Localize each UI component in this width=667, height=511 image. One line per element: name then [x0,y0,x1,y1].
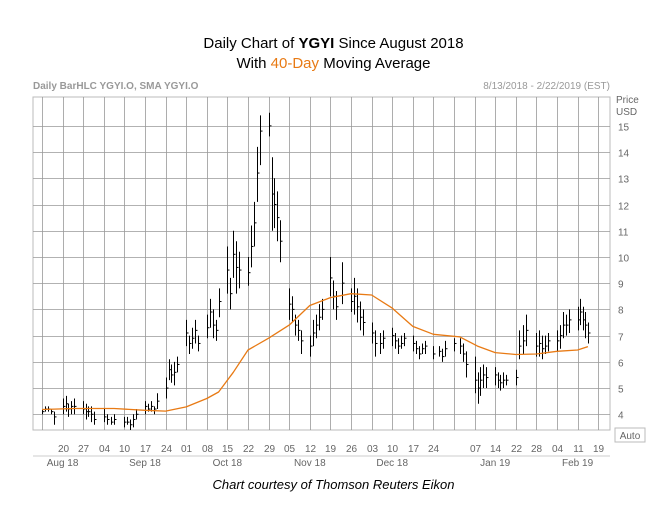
x-tick-label: 27 [78,444,90,455]
x-month-label: Aug 18 [47,458,79,469]
x-tick-label: 08 [202,444,214,455]
sma-40-line [41,293,589,412]
x-tick-label: 24 [161,444,173,455]
x-tick-label: 28 [531,444,543,455]
title-ticker: YGYI [298,35,335,52]
x-month-label: Dec 18 [376,458,408,469]
chart-title-line1: Daily Chart of YGYI Since August 2018 [0,35,667,52]
x-tick-label: 22 [511,444,523,455]
chart-title-line2: With 40-Day Moving Average [0,55,667,72]
title-suffix: Since August 2018 [334,35,464,52]
x-tick-label: 11 [573,444,584,455]
y-axis-title-price: Price [616,95,639,106]
x-tick-label: 20 [58,444,70,455]
y-tick-label: 10 [618,254,630,265]
x-tick-label: 19 [325,444,337,455]
x-tick-label: 07 [470,444,482,455]
y-tick-label: 13 [618,175,630,186]
subtitle-suffix: Moving Average [319,55,431,72]
y-tick-label: 14 [618,149,630,160]
x-tick-label: 12 [305,444,317,455]
x-month-label: Sep 18 [129,458,161,469]
x-tick-label: 10 [119,444,131,455]
plot-area [32,96,611,431]
x-month-label: Oct 18 [213,458,243,469]
y-tick-label: 6 [618,359,624,370]
x-tick-label: 17 [408,444,420,455]
y-axis-title-unit: USD [616,107,637,118]
x-tick-label: 04 [99,444,111,455]
chart-header-left: Daily BarHLC YGYI.O, SMA YGYI.O [33,81,199,92]
x-month-label: Feb 19 [562,458,594,469]
x-tick-label: 24 [428,444,440,455]
y-tick-label: 7 [618,333,624,344]
subtitle-prefix: With [236,55,271,72]
y-tick-label: 8 [618,306,624,317]
x-tick-label: 04 [552,444,564,455]
x-tick-label: 26 [346,444,358,455]
y-tick-label: 4 [618,411,624,422]
x-tick-label: 29 [264,444,276,455]
x-tick-label: 15 [222,444,234,455]
x-tick-label: 17 [140,444,152,455]
y-tick-label: 5 [618,385,624,396]
chart-credit: Chart courtesy of Thomson Reuters Eikon [212,477,455,492]
title-prefix: Daily Chart of [203,35,299,52]
y-tick-label: 12 [618,202,630,213]
x-tick-label: 03 [367,444,379,455]
auto-scale-label: Auto [620,431,641,442]
x-tick-label: 19 [593,444,605,455]
y-tick-label: 15 [618,123,630,134]
x-tick-label: 05 [284,444,296,455]
y-tick-label: 11 [618,228,629,239]
x-tick-label: 01 [181,444,193,455]
x-month-label: Nov 18 [294,458,326,469]
auto-scale-box [614,427,646,443]
x-month-label: Jan 19 [480,458,510,469]
x-tick-label: 14 [490,444,502,455]
x-tick-label: 10 [387,444,399,455]
subtitle-accent: 40-Day [270,55,320,72]
x-tick-label: 22 [243,444,255,455]
chart-header-right: 8/13/2018 - 2/22/2019 (EST) [483,81,610,92]
y-tick-label: 9 [618,280,624,291]
